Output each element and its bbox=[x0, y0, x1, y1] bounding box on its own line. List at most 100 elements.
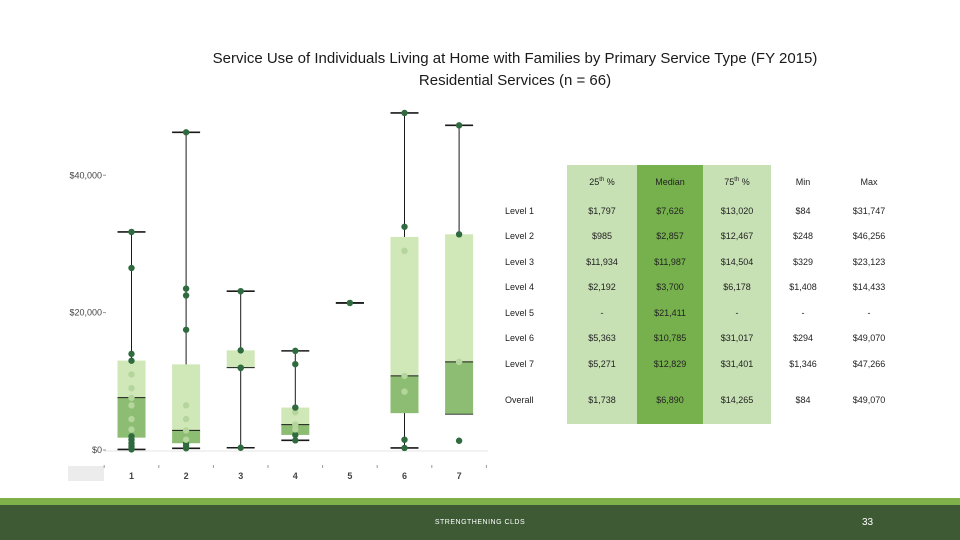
cell-p75: $13,020 bbox=[703, 198, 771, 224]
cell-min: $1,346 bbox=[789, 358, 817, 369]
data-point bbox=[401, 436, 408, 443]
data-point bbox=[401, 109, 408, 117]
cell-min: $248 bbox=[792, 231, 814, 242]
data-point bbox=[182, 292, 190, 299]
data-point bbox=[401, 388, 408, 395]
data-point bbox=[401, 247, 408, 255]
cell-median: $21,411 bbox=[637, 300, 703, 326]
y-tick-label: $40,000 bbox=[69, 170, 102, 180]
y-tick-label: $20,000 bbox=[69, 308, 102, 318]
data-point bbox=[128, 415, 135, 423]
x-tick-label: 6 bbox=[402, 471, 407, 481]
table-row: Level 5 - $21,411 - - - bbox=[505, 300, 903, 326]
row-label: Level 3 bbox=[505, 256, 535, 267]
header-25th-percentile: 25th % bbox=[567, 165, 637, 198]
data-point bbox=[128, 357, 135, 364]
data-point bbox=[237, 287, 244, 295]
box-lower-half bbox=[445, 361, 474, 414]
header-min: Min bbox=[795, 176, 811, 187]
box-upper-half bbox=[390, 236, 419, 376]
data-point bbox=[237, 364, 244, 371]
cell-min: $84 bbox=[795, 395, 811, 405]
cell-min: $294 bbox=[792, 333, 814, 344]
data-point bbox=[182, 326, 190, 333]
cell-p25: $5,271 bbox=[567, 351, 637, 377]
cell-p75: - bbox=[703, 300, 771, 326]
x-tick-label: 1 bbox=[129, 471, 134, 481]
data-point bbox=[292, 409, 299, 416]
row-label: Level 1 bbox=[505, 205, 535, 216]
table-header-row: 25th % Median 75th % Min Max bbox=[505, 165, 903, 198]
x-tick-label: 5 bbox=[347, 471, 352, 481]
cell-p75: $31,017 bbox=[703, 325, 771, 351]
data-point bbox=[455, 358, 463, 366]
data-point bbox=[182, 285, 190, 292]
cell-max: - bbox=[867, 307, 871, 318]
box-upper-half bbox=[117, 360, 146, 398]
row-label: Level 5 bbox=[505, 307, 535, 318]
data-point bbox=[182, 402, 190, 409]
box-upper-half bbox=[445, 234, 474, 362]
cell-p75: $14,504 bbox=[703, 249, 771, 275]
row-label: Level 7 bbox=[505, 358, 535, 369]
cell-p25: $1,738 bbox=[567, 376, 637, 424]
header-median: Median bbox=[637, 165, 703, 198]
x-tick-label: 4 bbox=[293, 471, 298, 481]
cell-p25: $2,192 bbox=[567, 274, 637, 300]
x-tick-label: 3 bbox=[238, 471, 243, 481]
data-point bbox=[182, 427, 190, 434]
cell-median: $7,626 bbox=[637, 198, 703, 224]
chart-title-block: Service Use of Individuals Living at Hom… bbox=[0, 48, 960, 92]
summary-stats-table: 25th % Median 75th % Min Max Level 1 $1,… bbox=[505, 165, 903, 424]
cell-median: $10,785 bbox=[637, 325, 703, 351]
data-point bbox=[128, 394, 135, 401]
table-row-overall: Overall $1,738 $6,890 $14,265 $84 $49,07… bbox=[505, 376, 903, 424]
data-point bbox=[292, 437, 299, 444]
data-point bbox=[128, 426, 135, 433]
data-point bbox=[128, 350, 135, 358]
data-point bbox=[455, 231, 463, 238]
table-row: Level 3 $11,934 $11,987 $14,504 $329 $23… bbox=[505, 249, 903, 275]
data-point bbox=[237, 444, 244, 451]
box-upper-half bbox=[226, 350, 255, 368]
data-point bbox=[128, 264, 135, 272]
data-point bbox=[182, 129, 190, 136]
cell-min: $329 bbox=[792, 256, 814, 267]
data-point bbox=[292, 360, 299, 368]
cell-p25: - bbox=[567, 300, 637, 326]
row-label: Level 4 bbox=[505, 282, 535, 293]
cell-p75: $14,265 bbox=[703, 376, 771, 424]
x-tick-label: 7 bbox=[457, 471, 462, 481]
cell-p25: $11,934 bbox=[567, 249, 637, 275]
cell-p75: $6,178 bbox=[703, 274, 771, 300]
chart-title: Service Use of Individuals Living at Hom… bbox=[212, 50, 818, 67]
data-point bbox=[182, 436, 190, 443]
data-point bbox=[128, 433, 135, 440]
cell-median: $6,890 bbox=[637, 376, 703, 424]
row-label: Level 2 bbox=[505, 231, 535, 242]
cell-max: $49,070 bbox=[852, 333, 886, 344]
footer-bar bbox=[0, 505, 960, 540]
header-75th-percentile: 75th % bbox=[703, 165, 771, 198]
cell-p75: $31,401 bbox=[703, 351, 771, 377]
cell-p25: $1,797 bbox=[567, 198, 637, 224]
page-number: 33 bbox=[862, 517, 874, 528]
footer-accent-stripe bbox=[0, 498, 960, 505]
data-point bbox=[182, 415, 190, 423]
y-tick-label: $0 bbox=[92, 445, 102, 455]
cell-min: - bbox=[801, 307, 805, 318]
row-label: Overall bbox=[505, 395, 534, 405]
cell-p25: $5,363 bbox=[567, 325, 637, 351]
footer-text: STRENGTHENING CLDS bbox=[434, 519, 526, 526]
cell-median: $3,700 bbox=[637, 274, 703, 300]
table-row: Level 1 $1,797 $7,626 $13,020 $84 $31,74… bbox=[505, 198, 903, 224]
cell-p75: $12,467 bbox=[703, 223, 771, 249]
cell-min: $1,408 bbox=[789, 282, 817, 293]
data-point bbox=[292, 404, 299, 411]
data-point bbox=[292, 421, 299, 428]
cell-max: $23,123 bbox=[852, 256, 886, 267]
data-point bbox=[455, 437, 463, 444]
header-max: Max bbox=[860, 176, 878, 187]
data-point bbox=[292, 426, 299, 433]
data-point bbox=[346, 299, 354, 307]
